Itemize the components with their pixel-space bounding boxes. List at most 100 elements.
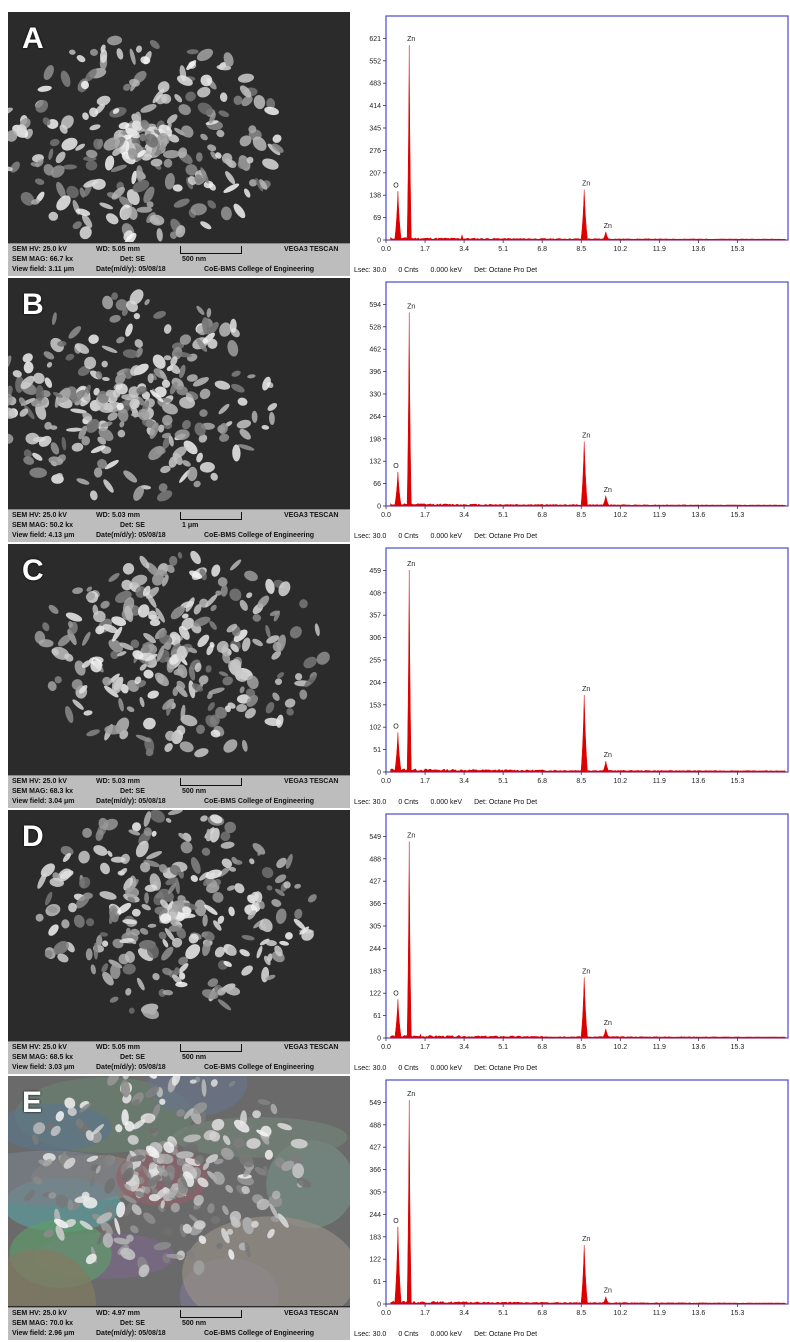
eds-cnts: 0 Cnts bbox=[398, 533, 418, 540]
x-tick-label: 13.6 bbox=[692, 778, 706, 785]
panel-label: E bbox=[22, 1086, 42, 1120]
x-tick-label: 15.3 bbox=[731, 1044, 745, 1051]
x-tick-label: 13.6 bbox=[692, 512, 706, 519]
x-tick-label: 3.4 bbox=[459, 246, 469, 253]
eds-kev: 0.000 keV bbox=[431, 533, 463, 540]
x-tick-label: 8.5 bbox=[576, 1044, 586, 1051]
x-tick-label: 3.4 bbox=[459, 1310, 469, 1317]
eds-lsec: Lsec: 30.0 bbox=[354, 1331, 386, 1338]
y-tick-label: 549 bbox=[369, 834, 381, 841]
sem-wd: WD: 5.03 mm bbox=[96, 778, 140, 785]
eds-det: Det: Octane Pro Det bbox=[474, 1065, 537, 1072]
x-tick-label: 10.2 bbox=[613, 246, 627, 253]
scale-bar bbox=[180, 512, 242, 520]
peak-label: Zn bbox=[604, 1020, 612, 1027]
y-tick-label: 0 bbox=[377, 238, 381, 245]
peak-label: Zn bbox=[582, 181, 590, 188]
sem-det: Det: SE bbox=[120, 1320, 145, 1327]
x-tick-label: 11.9 bbox=[653, 778, 666, 785]
y-tick-label: 204 bbox=[369, 680, 381, 687]
peak-label: Zn bbox=[604, 223, 612, 230]
sem-hv: SEM HV: 25.0 kV bbox=[12, 1044, 67, 1051]
eds-det: Det: Octane Pro Det bbox=[474, 533, 537, 540]
x-tick-label: 1.7 bbox=[420, 1044, 430, 1051]
sem-mag: SEM MAG: 68.5 kx bbox=[12, 1054, 73, 1061]
peak-label: O bbox=[393, 463, 399, 470]
peak-label: Zn bbox=[407, 561, 415, 568]
y-tick-label: 528 bbox=[369, 324, 381, 331]
sem-mag: SEM MAG: 50.2 kx bbox=[12, 522, 73, 529]
y-tick-label: 427 bbox=[369, 879, 381, 886]
y-tick-label: 345 bbox=[369, 126, 381, 133]
x-tick-label: 13.6 bbox=[692, 1044, 706, 1051]
plot-frame bbox=[386, 814, 788, 1038]
sem-micrograph bbox=[8, 1076, 350, 1306]
x-tick-label: 0.0 bbox=[381, 246, 391, 253]
peak-label: Zn bbox=[407, 36, 415, 43]
y-tick-label: 183 bbox=[369, 968, 381, 975]
sem-hv: SEM HV: 25.0 kV bbox=[12, 246, 67, 253]
eds-cnts: 0 Cnts bbox=[398, 799, 418, 806]
eds-lsec: Lsec: 30.0 bbox=[354, 267, 386, 274]
scale-bar bbox=[180, 1044, 242, 1052]
scale-bar bbox=[180, 246, 242, 254]
x-tick-label: 10.2 bbox=[613, 1044, 627, 1051]
sem-field: View field: 3.11 μm bbox=[12, 266, 74, 273]
eds-cnts: 0 Cnts bbox=[398, 1065, 418, 1072]
y-tick-label: 122 bbox=[369, 1257, 381, 1264]
y-tick-label: 264 bbox=[369, 414, 381, 421]
eds-kev: 0.000 keV bbox=[431, 267, 463, 274]
x-tick-label: 10.2 bbox=[613, 512, 627, 519]
x-tick-label: 11.9 bbox=[653, 1310, 666, 1317]
sem-mag: SEM MAG: 66.7 kx bbox=[12, 256, 73, 263]
y-tick-label: 183 bbox=[369, 1234, 381, 1241]
y-tick-label: 621 bbox=[369, 36, 381, 43]
y-tick-label: 305 bbox=[369, 924, 381, 931]
panel-label: B bbox=[22, 288, 44, 322]
sem-det: Det: SE bbox=[120, 522, 145, 529]
y-tick-label: 244 bbox=[369, 1212, 381, 1219]
y-tick-label: 306 bbox=[369, 635, 381, 642]
x-tick-label: 8.5 bbox=[576, 778, 586, 785]
peak-label: O bbox=[393, 182, 399, 189]
sem-micrograph bbox=[8, 12, 350, 242]
scale-bar bbox=[180, 778, 242, 786]
y-tick-label: 198 bbox=[369, 436, 381, 443]
x-tick-label: 6.8 bbox=[537, 512, 547, 519]
y-tick-label: 462 bbox=[369, 347, 381, 354]
x-tick-label: 5.1 bbox=[498, 1044, 508, 1051]
x-tick-label: 11.9 bbox=[653, 246, 666, 253]
eds-lsec: Lsec: 30.0 bbox=[354, 1065, 386, 1072]
x-tick-label: 6.8 bbox=[537, 778, 547, 785]
eds-kev: 0.000 keV bbox=[431, 799, 463, 806]
y-tick-label: 138 bbox=[369, 193, 381, 200]
y-tick-label: 357 bbox=[369, 613, 381, 620]
y-tick-label: 207 bbox=[369, 170, 381, 177]
sem-college: CoE-BMS College of Engineering bbox=[204, 798, 314, 805]
x-tick-label: 5.1 bbox=[498, 1310, 508, 1317]
peak-label: Zn bbox=[582, 968, 590, 975]
x-tick-label: 8.5 bbox=[576, 512, 586, 519]
y-tick-label: 51 bbox=[373, 747, 381, 754]
sem-brand: VEGA3 TESCAN bbox=[284, 246, 338, 253]
sem-scale: 1 μm bbox=[182, 522, 198, 529]
sem-date: Date(m/d/y): 05/08/18 bbox=[96, 798, 166, 805]
y-tick-label: 366 bbox=[369, 901, 381, 908]
y-tick-label: 408 bbox=[369, 590, 381, 597]
sem-brand: VEGA3 TESCAN bbox=[284, 1310, 338, 1317]
y-tick-label: 61 bbox=[373, 1013, 381, 1020]
eds-det: Det: Octane Pro Det bbox=[474, 267, 537, 274]
